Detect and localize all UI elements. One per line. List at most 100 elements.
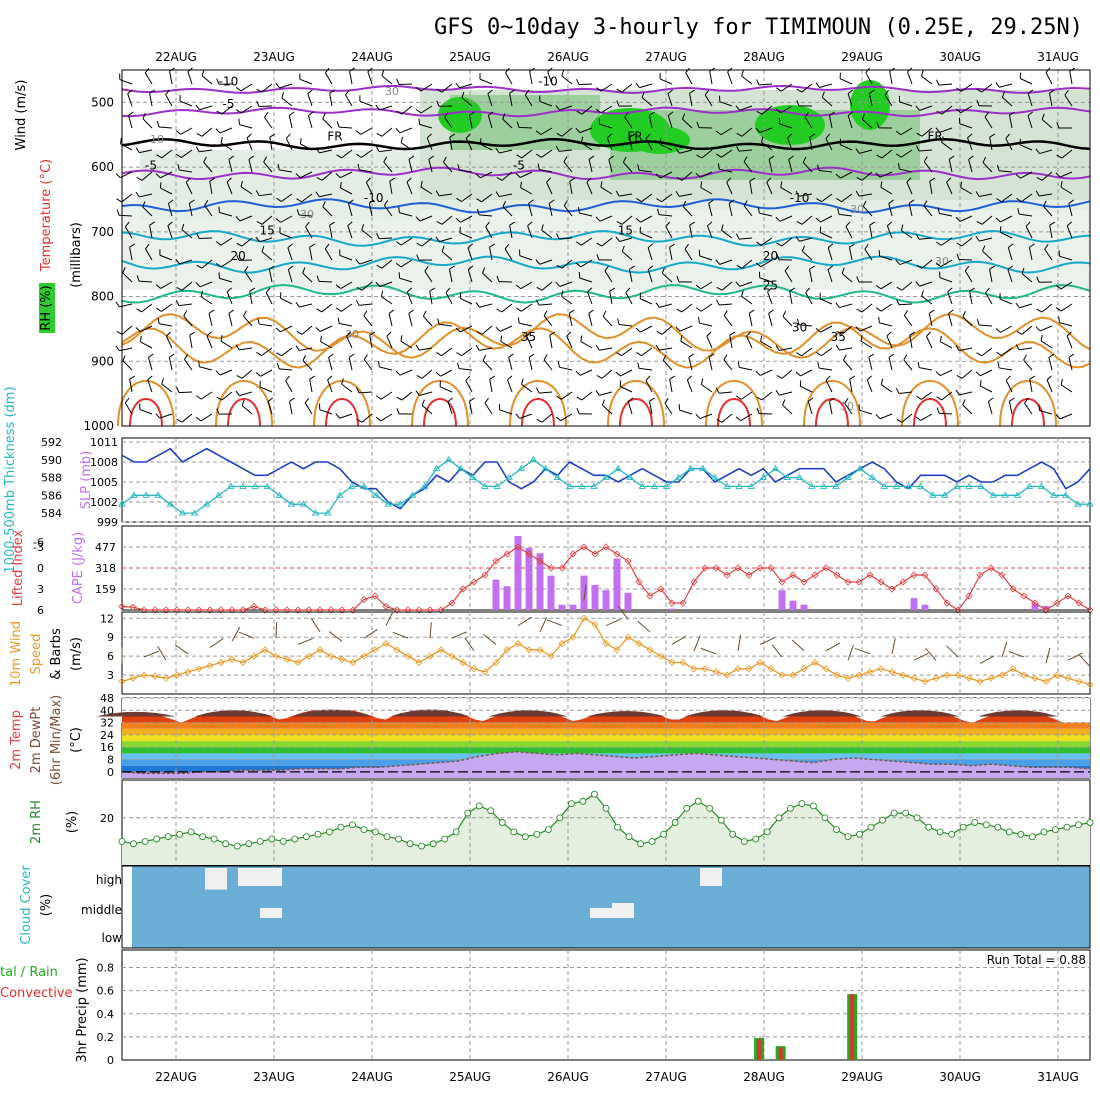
wind-barb	[800, 385, 813, 393]
wind-barb	[499, 409, 513, 415]
thickness-marker	[590, 482, 598, 489]
wind-barb-flag	[467, 243, 473, 249]
isotherm-arc-hot	[129, 398, 163, 427]
wind-barb-flag	[622, 156, 627, 163]
wind10-line	[121, 617, 1091, 686]
wind-barb	[180, 127, 193, 135]
wind-barb	[569, 181, 573, 195]
li-tick: 6	[37, 604, 44, 617]
wind-barb	[228, 313, 233, 327]
wind-barb-flag	[856, 308, 863, 313]
wind-barb-flag	[340, 181, 342, 188]
wind-barb	[479, 78, 493, 85]
wind-barb	[899, 168, 913, 173]
wind-barb	[964, 270, 973, 283]
thickness-marker	[686, 464, 695, 472]
wind-barb-flag	[484, 397, 489, 404]
wind-label: Wind (m/s)	[14, 80, 29, 151]
rh2m-area	[122, 794, 1090, 865]
cloud-layer-label: high	[96, 873, 122, 887]
date-label-top: 31AUG	[1037, 50, 1079, 64]
wind-barb	[619, 193, 633, 197]
wind-barb	[408, 313, 413, 327]
wind10-marker	[679, 658, 687, 667]
wind10-marker	[184, 668, 192, 676]
wind-barb-flag	[183, 354, 189, 360]
wind-barb-flag	[422, 310, 427, 317]
wind-barb	[529, 71, 533, 85]
wind-barb	[359, 169, 373, 173]
rh-contour-label: 30	[300, 208, 314, 221]
wind-barb	[201, 259, 213, 269]
wind-barb	[361, 149, 373, 158]
wind-barb	[781, 369, 793, 379]
wind-barb	[899, 101, 913, 107]
pressure-tick: 500	[91, 95, 114, 109]
thickness-marker	[372, 491, 380, 498]
thickness-marker	[1049, 491, 1058, 498]
wind-barb-flag	[396, 110, 403, 115]
cloud-high-block	[238, 868, 249, 886]
wind-barb-flag	[802, 156, 807, 163]
thickness-marker	[820, 482, 828, 489]
wind-barb	[499, 149, 513, 154]
wind-barb	[681, 303, 693, 313]
wind-barb-flag	[956, 242, 962, 247]
wind-barb	[923, 205, 933, 217]
wind-barb-flag	[606, 133, 613, 139]
thickness-marker	[251, 482, 259, 489]
wind-barb-flag	[496, 177, 503, 181]
wind-barb	[921, 127, 933, 137]
wind-barb-flag	[561, 70, 565, 77]
wind-barb	[167, 225, 173, 239]
wind-barb-flag	[235, 109, 242, 114]
wind-barb-flag	[908, 199, 915, 204]
wind-barb	[864, 248, 873, 261]
wind-barb	[941, 391, 953, 401]
wind-barb	[819, 298, 833, 305]
slp-tick: 999	[97, 516, 118, 529]
wind-barb	[327, 379, 333, 393]
isotherm-line	[121, 198, 1091, 214]
wind-barb	[685, 72, 693, 85]
wind-barb-flag	[864, 243, 869, 250]
wind-barb	[700, 187, 713, 195]
wind-barb	[909, 335, 913, 349]
wind10-barb	[297, 637, 313, 645]
li-marker	[316, 606, 324, 614]
wind-barb-flag	[535, 130, 542, 135]
wind-barb-flag	[637, 362, 640, 369]
wind-barb	[782, 404, 793, 415]
wind-barb-flag	[515, 284, 522, 290]
wind-barb	[939, 277, 953, 283]
li-marker	[635, 578, 643, 586]
wind-barb-flag	[909, 331, 916, 336]
wind-barb	[759, 277, 773, 283]
temp-tick: 24	[100, 729, 114, 742]
wind-barb	[819, 367, 833, 371]
wind-barb	[923, 161, 933, 173]
wind10-marker	[327, 652, 335, 660]
wind-barb	[468, 401, 473, 415]
wind-barb	[581, 142, 593, 151]
wind-barb-flag	[1036, 276, 1040, 283]
wind-barb-flag	[629, 133, 636, 138]
slp-tick: 1011	[90, 436, 118, 449]
wind-barb-flag	[637, 164, 640, 171]
precip-tick: 0.8	[97, 962, 115, 975]
wind-barb	[921, 295, 933, 305]
wind-barb	[886, 225, 893, 239]
date-label-top: 23AUG	[253, 50, 295, 64]
wind-barb-flag	[1046, 375, 1052, 381]
wind-barb-flag	[437, 318, 440, 325]
wind-barb-flag	[888, 199, 894, 204]
wind-barb	[1041, 171, 1053, 181]
rh2m-marker	[913, 814, 921, 822]
wind-barb-flag	[796, 352, 802, 357]
wind-barb	[321, 171, 333, 181]
wind-barb-flag	[861, 113, 865, 120]
wind-barb-flag	[696, 121, 700, 128]
wind-barb-flag	[345, 89, 350, 96]
wind-barb	[128, 115, 133, 129]
wind-barb	[719, 259, 733, 265]
